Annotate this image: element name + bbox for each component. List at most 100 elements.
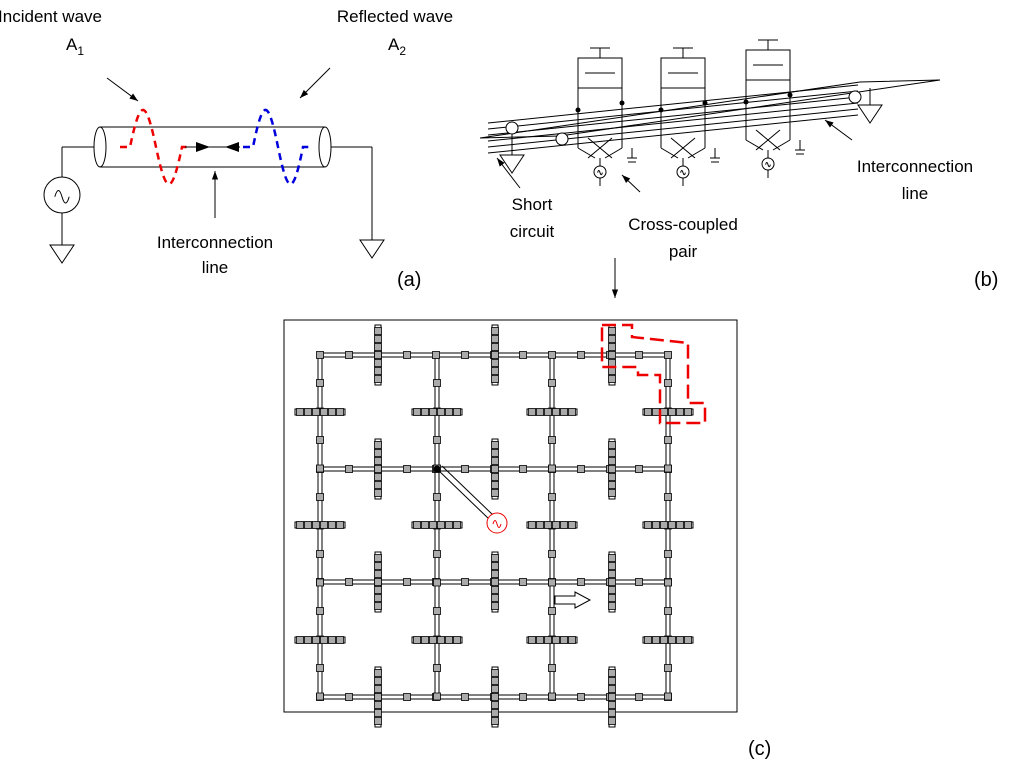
symbol-sub: 1 bbox=[77, 44, 84, 58]
panel-tag: (c) bbox=[748, 738, 771, 760]
pad bbox=[337, 522, 344, 529]
pad bbox=[492, 368, 499, 375]
die bbox=[284, 320, 737, 712]
pad bbox=[375, 352, 382, 359]
arrow-head bbox=[212, 171, 218, 179]
pad bbox=[375, 702, 382, 709]
direction-arrow bbox=[196, 142, 210, 152]
pad bbox=[317, 665, 324, 672]
pad bbox=[337, 637, 344, 644]
pad bbox=[609, 563, 616, 570]
pad bbox=[669, 637, 676, 644]
pad bbox=[454, 409, 461, 416]
pad bbox=[609, 458, 616, 465]
pad bbox=[665, 494, 672, 501]
pad bbox=[609, 442, 616, 449]
pad bbox=[569, 522, 576, 529]
direction-arrow bbox=[555, 592, 590, 608]
direction-arrow bbox=[225, 142, 239, 152]
pad bbox=[609, 368, 616, 375]
pad bbox=[561, 409, 568, 416]
pad bbox=[313, 409, 320, 416]
incident-symbol: A1 bbox=[66, 35, 84, 58]
pad bbox=[665, 465, 672, 472]
pad bbox=[492, 686, 499, 693]
pad bbox=[609, 466, 616, 473]
pad bbox=[569, 637, 576, 644]
pad bbox=[462, 466, 469, 473]
pad bbox=[609, 555, 616, 562]
node bbox=[576, 108, 581, 113]
pad bbox=[492, 571, 499, 578]
pad bbox=[329, 637, 336, 644]
pad bbox=[375, 710, 382, 717]
pad bbox=[375, 458, 382, 465]
pad bbox=[317, 579, 324, 586]
pad bbox=[661, 409, 668, 416]
panel-tag: (b) bbox=[974, 269, 998, 291]
pad bbox=[375, 344, 382, 351]
wire bbox=[746, 140, 763, 150]
pad bbox=[609, 360, 616, 367]
pad bbox=[609, 490, 616, 497]
pad bbox=[346, 466, 353, 473]
pad bbox=[375, 336, 382, 343]
pad bbox=[492, 694, 499, 701]
pad bbox=[321, 409, 328, 416]
pad bbox=[329, 409, 336, 416]
pad bbox=[677, 522, 684, 529]
pad bbox=[492, 442, 499, 449]
pad bbox=[553, 637, 560, 644]
node bbox=[788, 93, 793, 98]
pad bbox=[492, 328, 499, 335]
pad bbox=[609, 686, 616, 693]
pad bbox=[669, 409, 676, 416]
pad bbox=[537, 409, 544, 416]
pad bbox=[433, 352, 440, 359]
pad bbox=[492, 474, 499, 481]
pad bbox=[549, 380, 556, 387]
pad bbox=[549, 437, 556, 444]
pad bbox=[434, 579, 441, 586]
pad bbox=[446, 522, 453, 529]
pad bbox=[375, 571, 382, 578]
pad bbox=[321, 637, 328, 644]
pad bbox=[636, 466, 643, 473]
pad bbox=[677, 409, 684, 416]
wire bbox=[688, 148, 705, 158]
pad bbox=[375, 587, 382, 594]
pad bbox=[375, 555, 382, 562]
pad bbox=[454, 637, 461, 644]
pad bbox=[549, 665, 556, 672]
pad bbox=[414, 409, 421, 416]
pad bbox=[462, 352, 469, 359]
pad bbox=[520, 694, 527, 701]
pad bbox=[609, 595, 616, 602]
pad bbox=[492, 376, 499, 383]
pad bbox=[653, 637, 660, 644]
pad bbox=[492, 710, 499, 717]
pad bbox=[492, 336, 499, 343]
line-label: Interconnection bbox=[857, 157, 973, 176]
pad bbox=[561, 637, 568, 644]
pad bbox=[609, 702, 616, 709]
pad bbox=[492, 595, 499, 602]
wire bbox=[578, 148, 595, 158]
bundle-end bbox=[506, 122, 518, 134]
pad bbox=[375, 563, 382, 570]
bundle-plane bbox=[480, 80, 940, 138]
pad bbox=[609, 450, 616, 457]
pad bbox=[537, 637, 544, 644]
pad bbox=[375, 490, 382, 497]
pad bbox=[549, 608, 556, 615]
bundle-wire bbox=[488, 115, 858, 153]
pad bbox=[375, 694, 382, 701]
pad bbox=[492, 352, 499, 359]
node bbox=[659, 108, 664, 113]
pad bbox=[375, 442, 382, 449]
pad bbox=[492, 344, 499, 351]
pad bbox=[553, 409, 560, 416]
pad bbox=[317, 437, 324, 444]
line-label: line bbox=[202, 258, 228, 277]
pad bbox=[297, 522, 304, 529]
